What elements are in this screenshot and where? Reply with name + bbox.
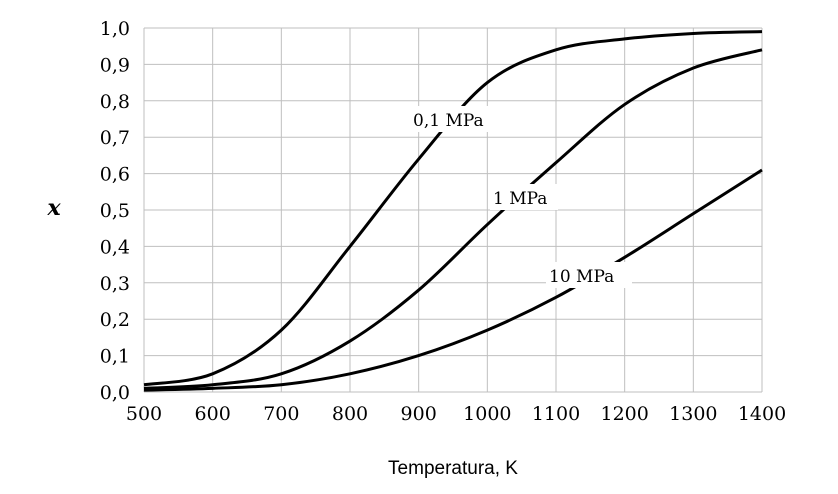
series-label-bg <box>410 106 488 132</box>
x-tick-label: 1300 <box>669 403 717 425</box>
series-label: 1 MPa <box>493 189 547 209</box>
x-tick-label: 1000 <box>463 403 511 425</box>
x-tick-label: 1200 <box>600 403 648 425</box>
series-label-bg <box>490 184 558 210</box>
y-tick-label: 0,1 <box>100 346 130 368</box>
series-lines <box>143 30 763 392</box>
y-tick-label: 0,9 <box>100 54 130 76</box>
y-tick-label: 0,8 <box>100 91 130 113</box>
series-line-1 <box>143 48 763 390</box>
y-tick-label: 0,3 <box>100 273 130 295</box>
x-tick-label: 600 <box>195 403 231 425</box>
series-label: 0,1 MPa <box>413 111 484 131</box>
y-tick-label: 0,4 <box>100 236 130 258</box>
y-tick-label: 0,6 <box>100 164 130 186</box>
y-tick-label: 0,7 <box>100 127 130 149</box>
y-axis-label: x <box>46 195 61 221</box>
series-label: 10 MPa <box>549 267 614 287</box>
series-label-bg <box>546 262 632 288</box>
x-tick-label: 800 <box>332 403 368 425</box>
y-tick-label: 0,5 <box>100 200 130 222</box>
y-tick-label: 0,0 <box>100 382 130 404</box>
x-tick-label: 1400 <box>738 403 786 425</box>
y-tick-label: 1,0 <box>100 18 130 40</box>
tick-labels: 500 600 700 800 900 1000 1100 1200 1300 1400 0,0 0,… <box>100 18 786 425</box>
x-tick-label: 1100 <box>532 403 580 425</box>
x-tick-label: 500 <box>126 403 162 425</box>
grid <box>143 27 763 393</box>
y-tick-label: 0,2 <box>100 309 130 331</box>
x-tick-label: 700 <box>263 403 299 425</box>
annotations: 0,1 MPa 1 MPa 10 MPa <box>410 106 632 288</box>
x-tick-label: 900 <box>401 403 437 425</box>
x-axis-label: Temperatura, K <box>388 458 518 479</box>
series-line-2 <box>143 168 763 392</box>
series-line-0 <box>143 30 763 387</box>
